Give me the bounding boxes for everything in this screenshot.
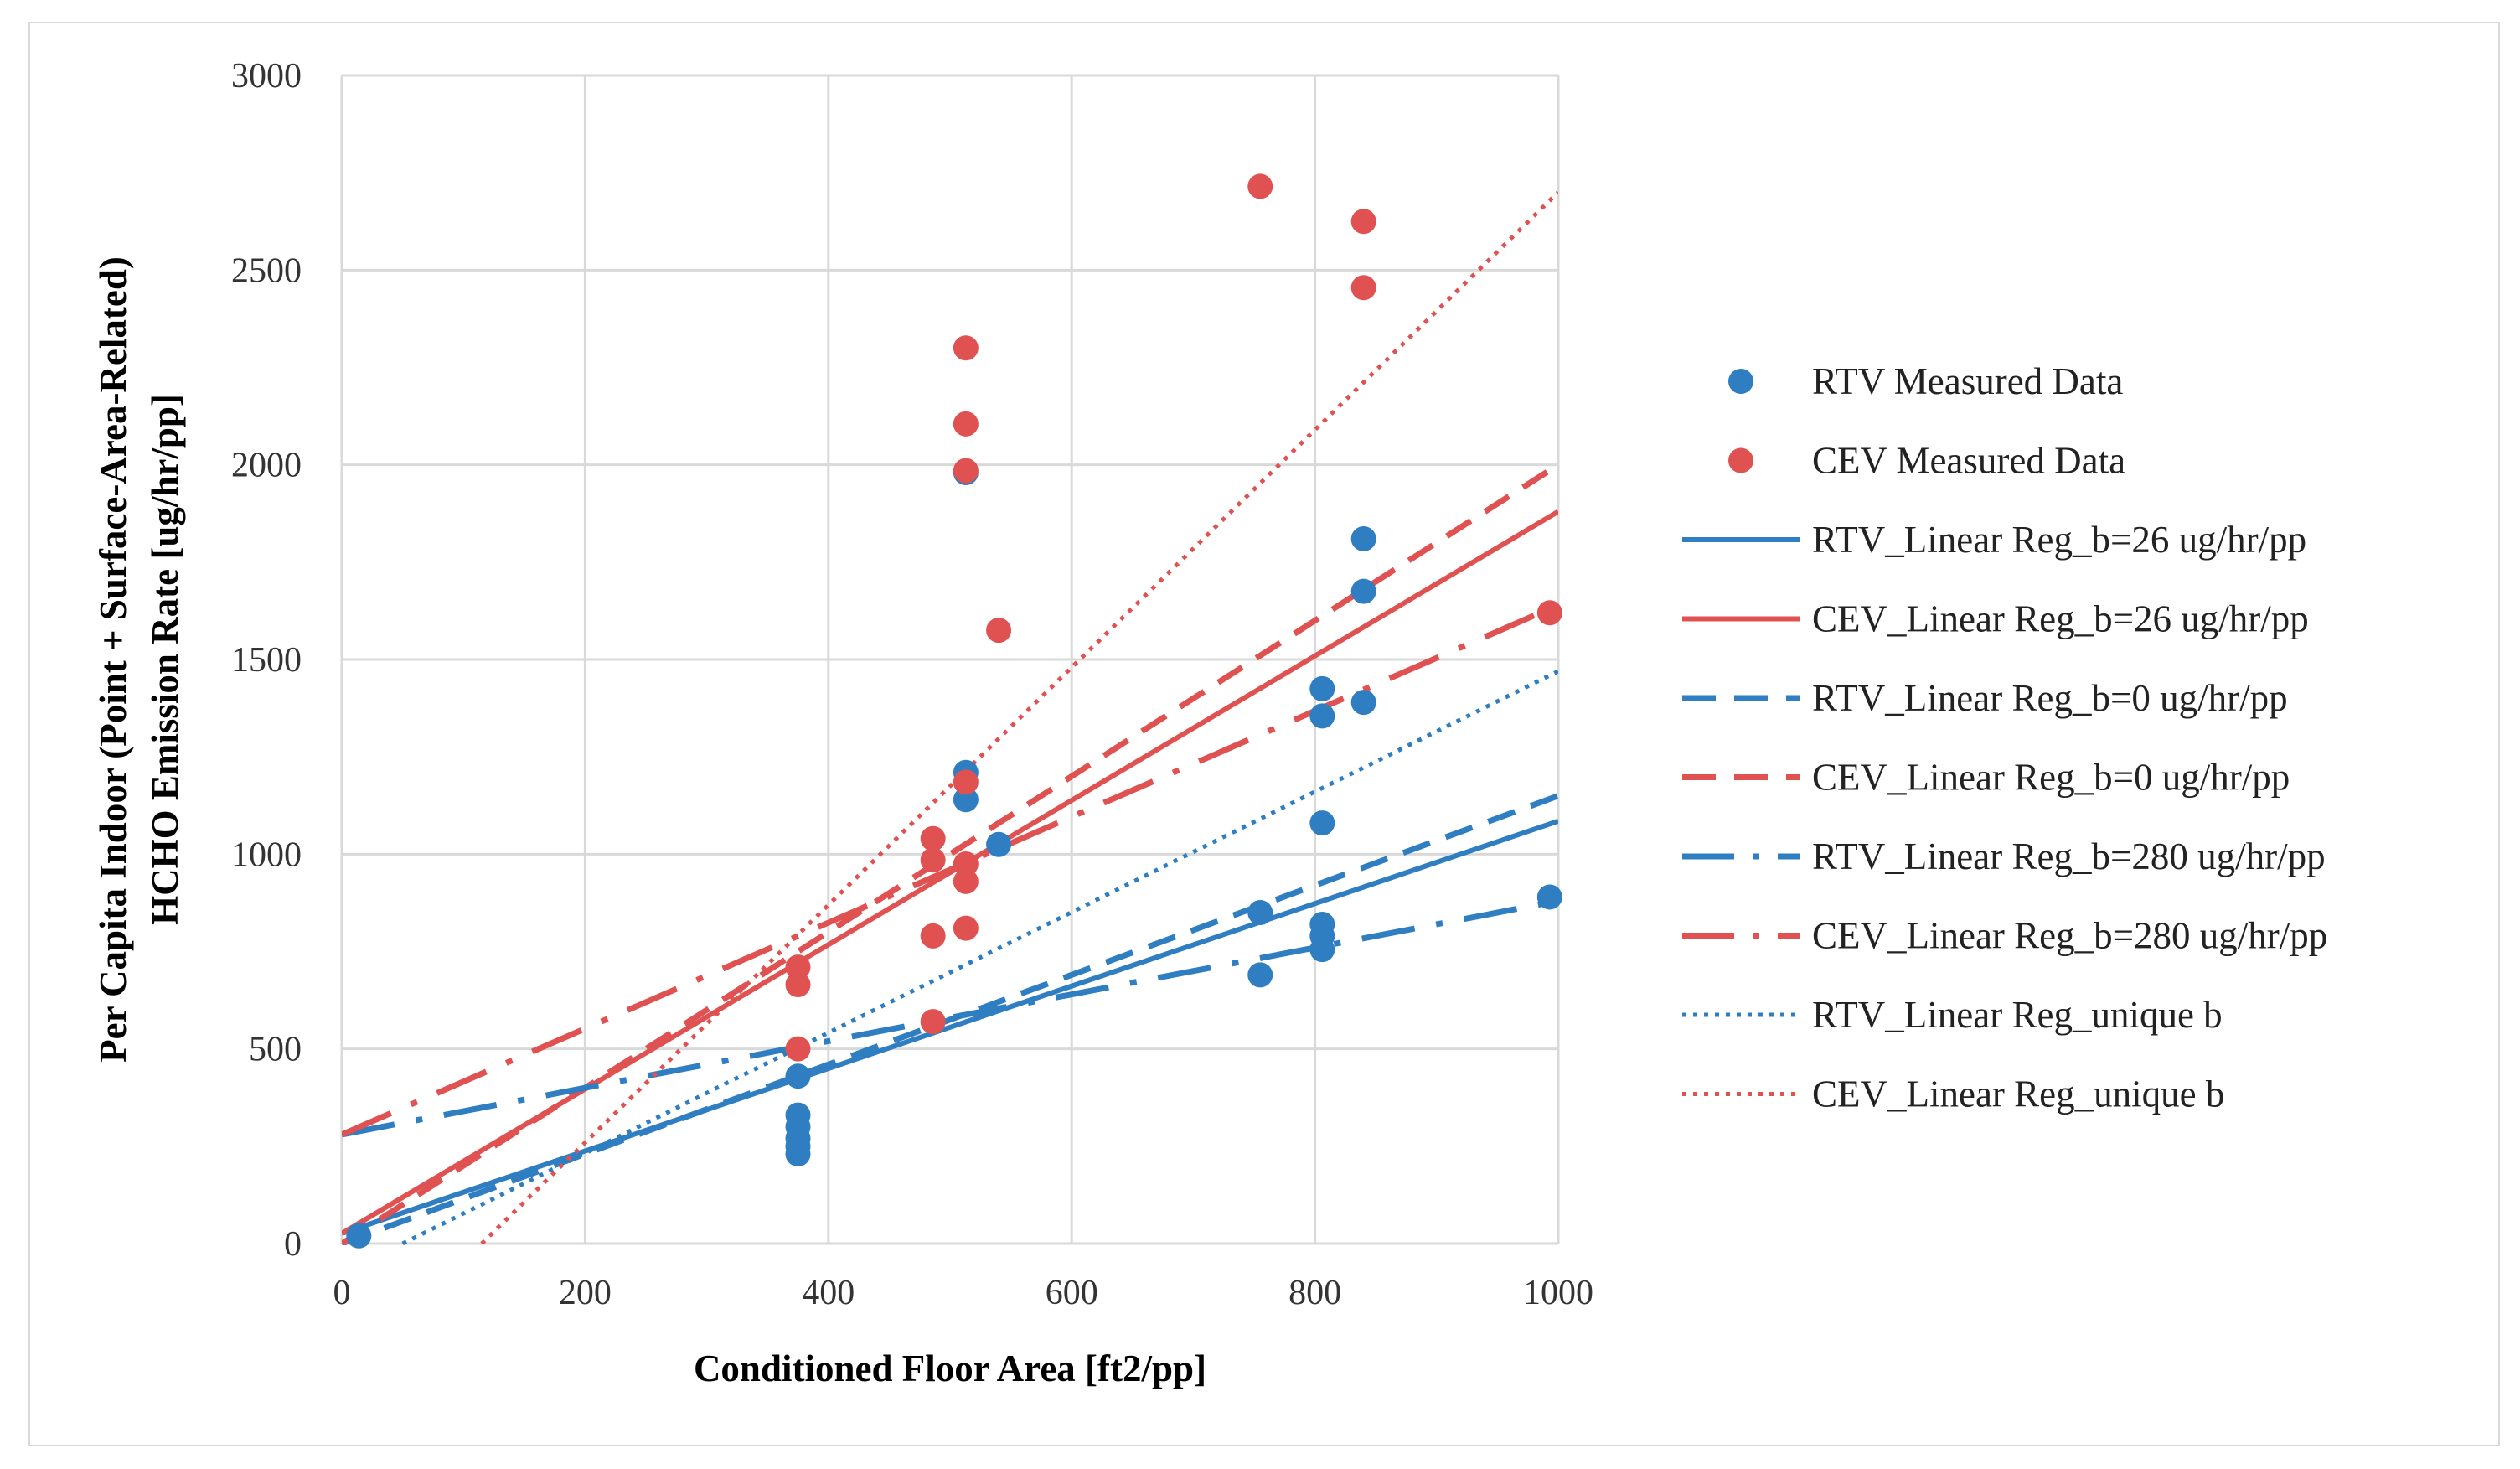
rtv-data-point <box>1350 525 1376 551</box>
y-axis-title-line2: HCHO Emission Rate [ug/hr/pp] <box>144 394 186 925</box>
x-tick-label: 800 <box>1288 1274 1341 1312</box>
rtv-data-point <box>1247 900 1273 926</box>
rtv-data-point <box>346 1223 372 1249</box>
regression-line-3 <box>342 793 1558 1245</box>
legend-marker <box>1728 447 1753 473</box>
legend-label: CEV_Linear Reg_b=0 ug/hr/pp <box>1812 757 2290 799</box>
cev-data-point <box>953 335 979 361</box>
rtv-data-point <box>1536 884 1562 910</box>
regression-lines <box>342 190 1558 1245</box>
data-points <box>346 173 1562 1249</box>
regression-line-1 <box>342 818 1558 1236</box>
cev-data-point <box>1350 209 1376 235</box>
cev-data-point <box>953 868 979 894</box>
y-tick-label: 1000 <box>231 835 302 874</box>
x-tick-label: 400 <box>802 1274 855 1312</box>
cev-data-point <box>953 851 979 877</box>
legend-label: CEV_Linear Reg_unique b <box>1812 1073 2224 1115</box>
cev-data-point <box>986 618 1012 644</box>
grid-layer <box>340 74 1560 1245</box>
regression-line-8 <box>480 190 1558 1245</box>
cev-data-point <box>953 769 979 795</box>
y-axis-title-line1: Per Capita Indoor (Point + Surface-Area-… <box>92 256 134 1063</box>
legend-label: CEV_Linear Reg_b=280 ug/hr/pp <box>1812 915 2327 957</box>
x-axis-title: Conditioned Floor Area [ft2/pp] <box>694 1347 1206 1389</box>
cev-data-point <box>920 847 946 873</box>
rtv-data-point <box>785 1141 811 1167</box>
legend-label: RTV_Linear Reg_unique b <box>1812 994 2223 1036</box>
rtv-data-point <box>785 1063 811 1089</box>
legend-marker <box>1728 369 1753 394</box>
cev-data-point <box>920 825 946 851</box>
rtv-data-point <box>953 787 979 813</box>
cev-data-point <box>920 1009 946 1035</box>
cev-data-point <box>785 1036 811 1062</box>
y-tick-label: 2500 <box>231 251 302 290</box>
regression-line-7 <box>401 669 1558 1245</box>
rtv-data-point <box>1309 703 1335 729</box>
x-tick-label: 200 <box>559 1274 612 1312</box>
cev-data-point <box>953 411 979 437</box>
legend-label: RTV_Linear Reg_b=26 ug/hr/pp <box>1812 519 2306 561</box>
cev-data-point <box>1350 275 1376 301</box>
cev-data-point <box>953 458 979 484</box>
legend-label: RTV_Linear Reg_b=280 ug/hr/pp <box>1812 835 2326 877</box>
y-tick-label: 0 <box>284 1225 302 1264</box>
rtv-data-point <box>1350 690 1376 716</box>
legend-label: RTV_Linear Reg_b=0 ug/hr/pp <box>1812 677 2288 719</box>
y-tick-label: 3000 <box>231 57 302 96</box>
x-tick-label: 600 <box>1046 1274 1098 1312</box>
regression-line-6 <box>342 602 1558 1138</box>
cev-data-point <box>785 954 811 980</box>
x-tick-label: 0 <box>333 1274 351 1312</box>
rtv-data-point <box>1309 810 1335 836</box>
cev-data-point <box>953 915 979 941</box>
rtv-data-point <box>1247 962 1273 988</box>
cev-data-point <box>785 971 811 997</box>
tick-labels: 0 200 400 600 800 1000 0 500 1000 1500 2000 2500 300… <box>231 57 1593 1312</box>
legend: RTV Measured Data CEV Measured Data RTV_Li… <box>1682 360 2327 1115</box>
y-tick-label: 2000 <box>231 447 302 485</box>
cev-data-point <box>1536 600 1562 626</box>
legend-label: CEV Measured Data <box>1812 440 2125 482</box>
cev-data-point <box>920 923 946 949</box>
rtv-data-point <box>1309 937 1335 963</box>
rtv-data-point <box>1350 578 1376 604</box>
legend-label: RTV Measured Data <box>1812 360 2123 402</box>
rtv-data-point <box>986 831 1012 857</box>
x-tick-label: 1000 <box>1523 1274 1593 1312</box>
cev-data-point <box>1247 173 1273 199</box>
legend-label: CEV_Linear Reg_b=26 ug/hr/pp <box>1812 598 2309 640</box>
rtv-data-point <box>1309 675 1335 701</box>
y-tick-label: 500 <box>249 1031 302 1069</box>
y-tick-label: 1500 <box>231 641 302 680</box>
